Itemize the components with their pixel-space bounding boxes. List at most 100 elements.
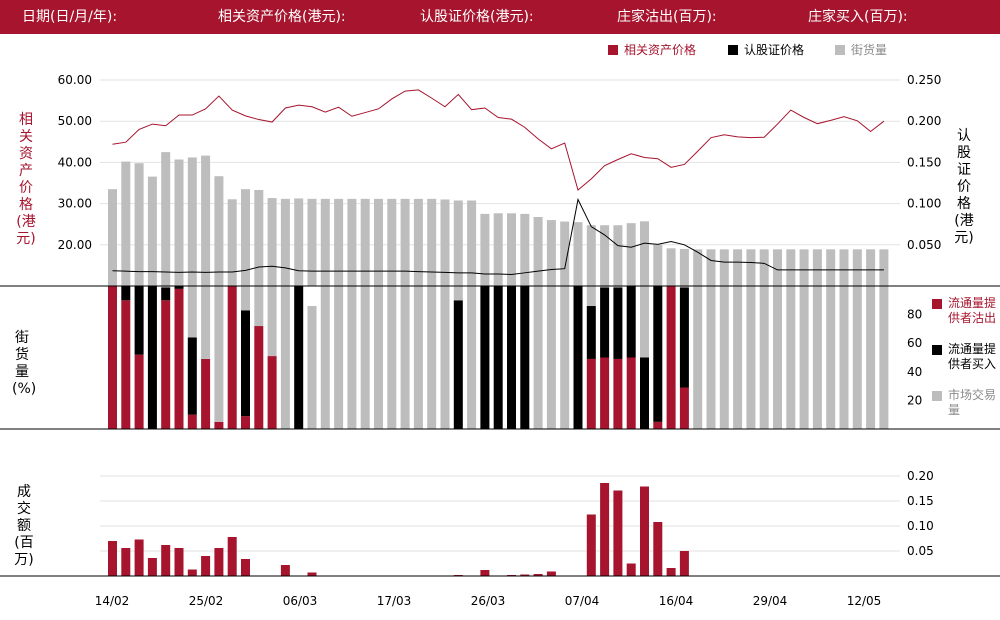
outstanding-bar <box>347 198 357 286</box>
legend-outstanding: 街货量 <box>835 42 887 58</box>
market-volume-bar <box>360 286 370 429</box>
turnover-bar <box>108 541 117 576</box>
market-volume-bar <box>812 286 822 429</box>
mm-sell-label: 庄家沽出(百万): <box>617 9 717 25</box>
right-top-axis-title: 认股证价格(港元) <box>954 128 974 246</box>
turnover-tick-label: 0.20 <box>907 469 934 483</box>
legend-outstanding-label: 街货量 <box>851 43 888 57</box>
market-volume-bar <box>866 286 876 429</box>
lp-sell-bar <box>666 286 676 429</box>
lp-sell-bar <box>586 358 596 429</box>
legend-underlying-label: 相关资产价格 <box>624 43 697 57</box>
header-bar <box>0 0 1000 34</box>
outstanding-bar <box>187 157 197 286</box>
lp-buy-bar <box>613 287 623 359</box>
lp-buy-bar <box>520 286 530 429</box>
legend-warrant-label: 认股证价格 <box>744 43 805 57</box>
outstanding-bar <box>799 249 809 286</box>
market-volume-bar <box>600 286 610 288</box>
market-volume-bar <box>374 286 383 429</box>
lp-buy-bar <box>121 286 131 301</box>
market-volume-bar <box>560 286 570 429</box>
lp-sell-bar <box>241 416 250 429</box>
lp-sell-bar <box>254 326 264 429</box>
outstanding-bar <box>480 213 490 286</box>
outstanding-bar <box>413 198 423 286</box>
left-price-tick-label: 40.00 <box>58 155 92 169</box>
market-volume-bar <box>546 286 556 429</box>
lp-buy-bar <box>640 357 649 429</box>
market-volume-bar <box>640 286 649 358</box>
x-tick-label: 07/04 <box>565 594 600 608</box>
market-volume-bar <box>440 286 450 429</box>
x-tick-label: 16/04 <box>659 594 694 608</box>
turnover-bar <box>187 569 197 576</box>
turnover-bar <box>653 522 663 576</box>
market-volume-bar <box>879 286 889 429</box>
outstanding-bar <box>733 249 743 286</box>
turnover-bar <box>134 539 144 576</box>
lp-buy-bar <box>493 286 503 429</box>
market-volume-bar <box>679 286 689 288</box>
right-price-tick-label: 0.250 <box>907 73 941 87</box>
outstanding-bar <box>560 221 570 286</box>
market-volume-bar <box>786 286 796 429</box>
outstanding-bar <box>839 249 849 286</box>
underlying-price-line <box>112 89 885 191</box>
x-tick-label: 14/02 <box>95 594 130 608</box>
outstanding-bar <box>719 249 729 286</box>
outstanding-bar <box>280 198 290 286</box>
outstanding-bar <box>334 198 344 286</box>
outstanding-bar <box>640 221 649 286</box>
market-volume-bar <box>161 286 171 288</box>
lp-buy-bar <box>586 306 596 359</box>
outstanding-bar <box>108 189 117 286</box>
left-price-tick-label: 50.00 <box>58 114 92 128</box>
legend-lp-buy-swatch <box>932 345 942 355</box>
market-volume-bar <box>453 286 463 301</box>
outstanding-bar <box>600 225 610 286</box>
turnover-bar <box>586 514 596 576</box>
x-tick-label: 17/03 <box>377 594 412 608</box>
outstanding-bar <box>267 198 277 286</box>
outstanding-bar <box>201 155 211 286</box>
outstanding-bar <box>134 163 144 286</box>
legend-lp-sell-label: 流通量提供者沽出 <box>948 296 997 325</box>
lp-buy-bar <box>147 286 157 429</box>
lp-buy-bar <box>174 286 184 289</box>
turnover-bar <box>280 565 290 576</box>
left-price-tick-label: 60.00 <box>58 73 92 87</box>
turnover-bar <box>666 568 676 576</box>
lp-sell-bar <box>613 358 623 429</box>
legend-market-volume-label: 市场交易量 <box>948 388 997 417</box>
lp-sell-bar <box>108 286 117 429</box>
market-volume-bar <box>799 286 809 429</box>
outstanding-bar <box>360 198 370 286</box>
outstanding-bar <box>520 213 530 286</box>
market-volume-bar <box>201 286 211 359</box>
underlying-price-label: 相关资产价格(港元): <box>218 9 346 25</box>
x-tick-label: 25/02 <box>189 594 224 608</box>
legend-outstanding-swatch <box>835 45 845 55</box>
legend-warrant: 认股证价格 <box>728 42 804 58</box>
market-volume-bar <box>307 306 317 429</box>
lp-buy-bar <box>507 286 516 429</box>
market-volume-bar <box>254 286 264 327</box>
outstanding-bar <box>533 216 543 286</box>
lp-sell-bar <box>653 421 663 429</box>
percent-tick-label: 80 <box>907 308 922 322</box>
outstanding-bar <box>773 249 782 286</box>
date-label: 日期(日/月/年): <box>22 9 118 25</box>
market-volume-bar <box>280 286 290 429</box>
outstanding-bar <box>746 249 756 286</box>
turnover-bar <box>241 559 250 576</box>
right-price-tick-label: 0.200 <box>907 114 941 128</box>
outstanding-bar <box>666 248 676 286</box>
market-volume-bar <box>719 286 729 429</box>
market-volume-bar <box>773 286 782 429</box>
legend-underlying: 相关资产价格 <box>608 42 696 58</box>
outstanding-bar <box>852 249 862 286</box>
lp-sell-bar <box>267 356 277 429</box>
outstanding-bar <box>586 225 596 286</box>
outstanding-bar <box>693 249 703 286</box>
